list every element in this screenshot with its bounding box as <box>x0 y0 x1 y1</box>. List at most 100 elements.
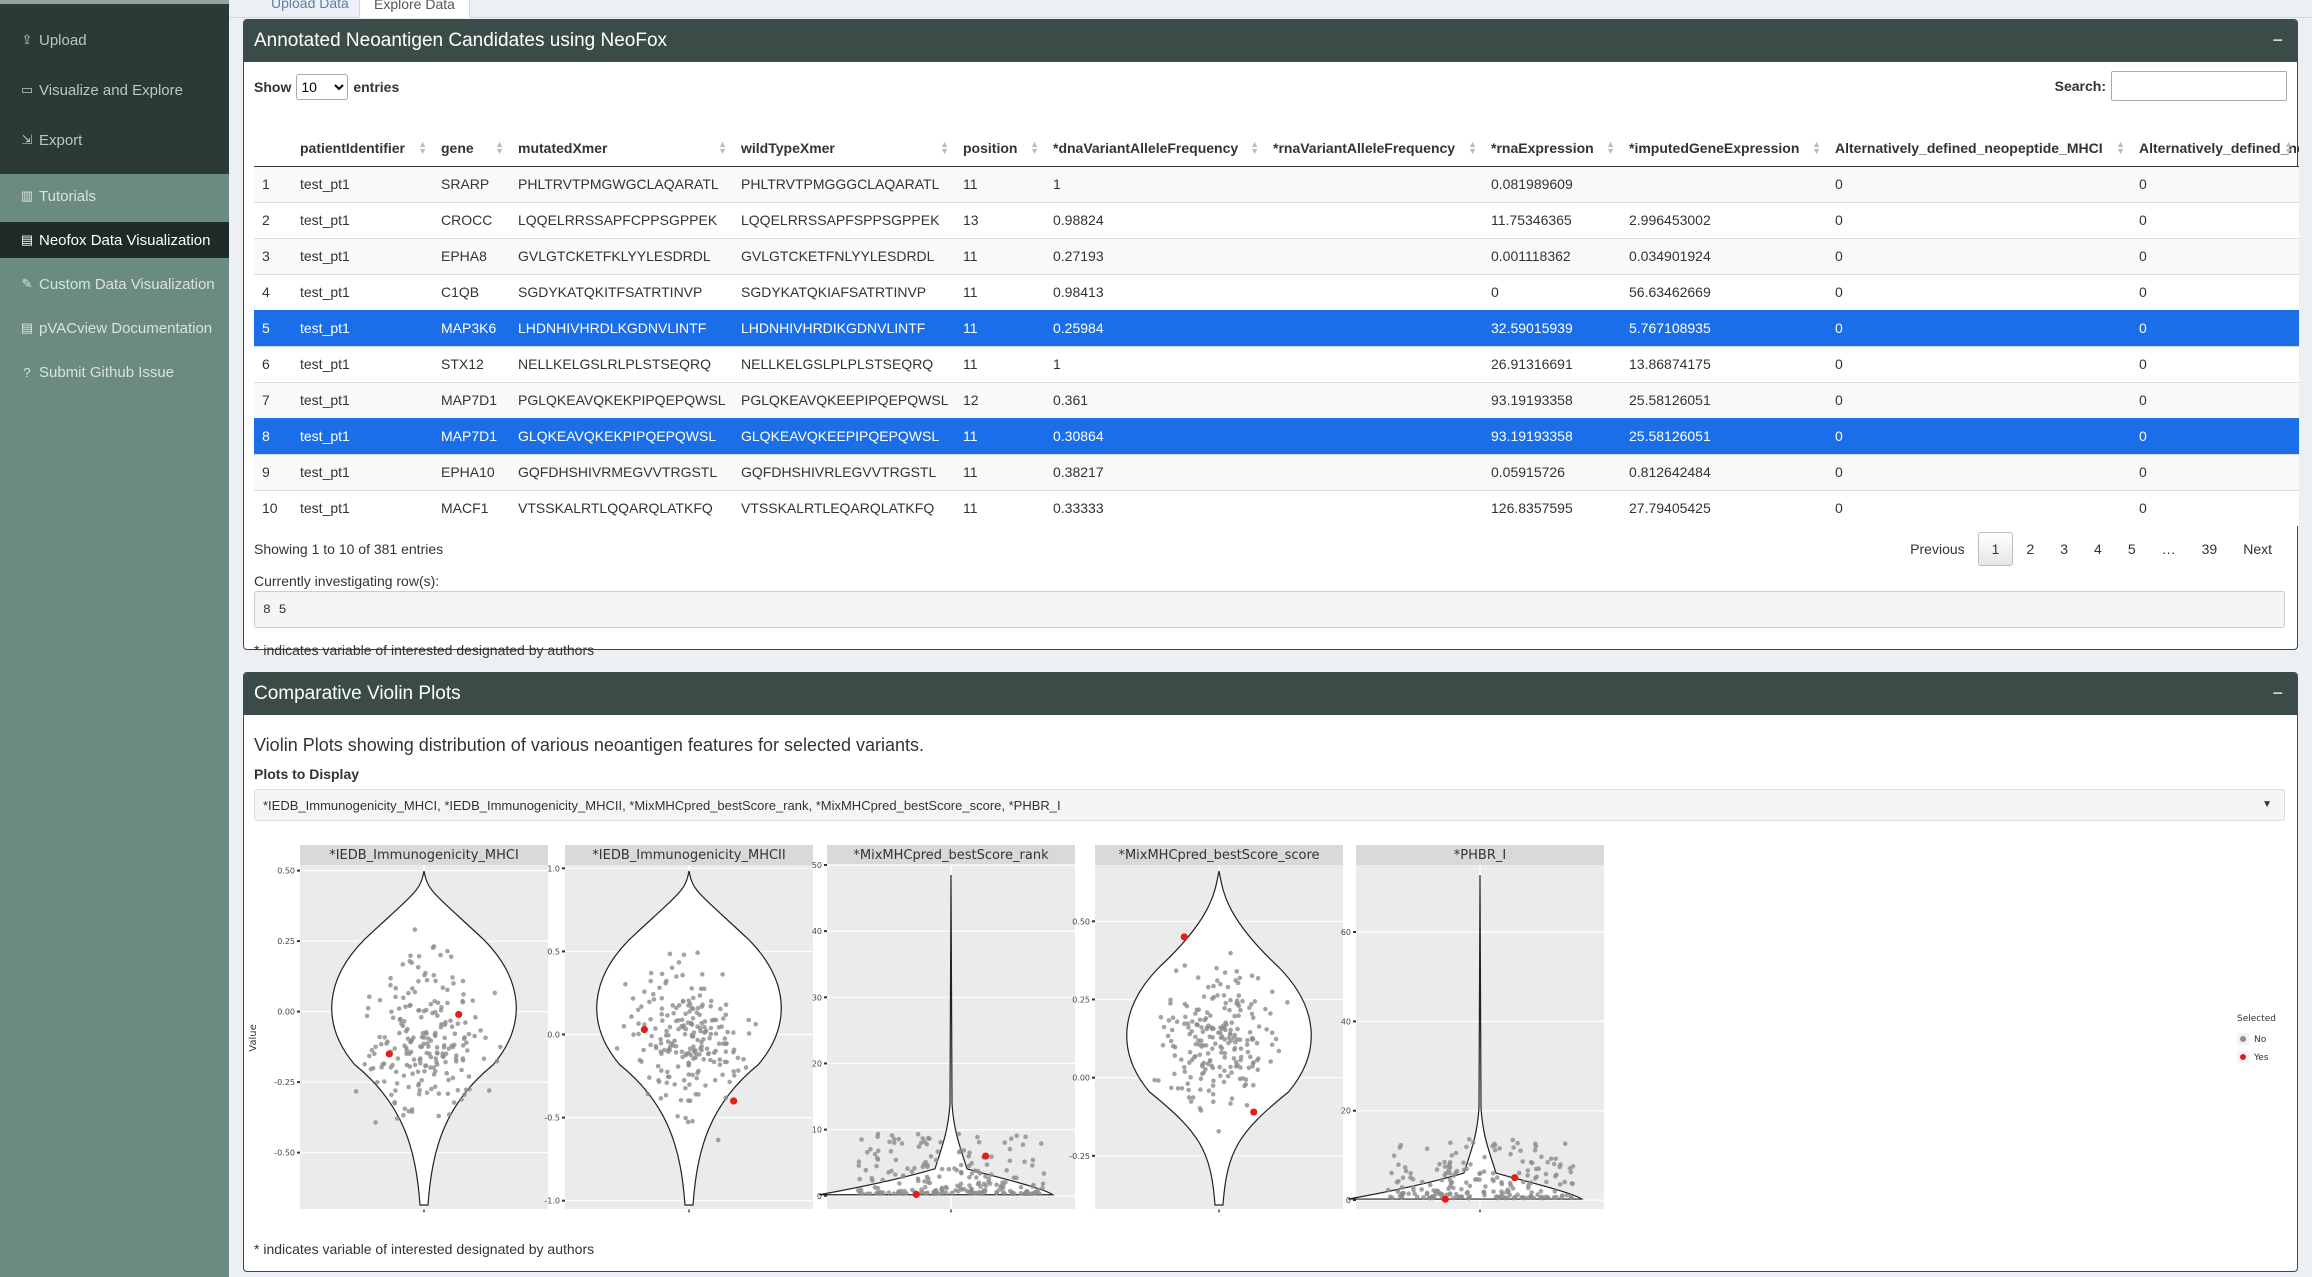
table-row[interactable]: 10 test_pt1 MACF1 VTSSKALRTLQQARQLATKFQ VTSS… <box>254 489 2299 526</box>
column-header[interactable]: patientIdentifier ▲ ▼ <box>292 130 433 167</box>
sidebar-item-tutorials[interactable]: ▥ Tutorials <box>0 178 229 214</box>
table-row[interactable]: 3 test_pt1 EPHA8 GVLGTCKETFKLYYLESDRDL GVLGT… <box>254 237 2299 274</box>
data-point <box>418 1060 423 1066</box>
page-button[interactable]: 2 <box>2026 541 2035 557</box>
collapse-icon[interactable]: − <box>2272 683 2283 703</box>
data-point <box>1227 1007 1232 1013</box>
column-header[interactable]: wildTypeXmer ▲ ▼ <box>733 130 955 167</box>
data-point <box>1478 1170 1483 1176</box>
data-point <box>443 1051 449 1057</box>
data-point <box>429 1086 434 1092</box>
data-point <box>731 1047 737 1053</box>
data-point <box>403 1004 408 1010</box>
data-point <box>1559 1193 1565 1198</box>
data-point <box>1525 1168 1531 1173</box>
data-point <box>959 1170 964 1176</box>
data-point <box>1536 1166 1541 1171</box>
page-button[interactable]: 39 <box>2201 541 2218 557</box>
data-point <box>388 1065 394 1070</box>
data-point <box>1169 1027 1175 1033</box>
table-row[interactable]: 8 test_pt1 MAP7D1 GLQKEAVQKEKPIPQEPQWSL GLQK… <box>254 417 2299 454</box>
data-point <box>938 1139 943 1145</box>
data-point <box>1211 1099 1216 1104</box>
data-point <box>735 1055 741 1061</box>
data-point <box>944 1185 949 1191</box>
sidebar-item-label: Visualize and Explore <box>39 81 183 99</box>
column-header[interactable]: *rnaExpression ▲ ▼ <box>1483 130 1621 167</box>
data-point <box>1269 1042 1275 1047</box>
data-point <box>1477 1177 1482 1182</box>
data-point <box>483 1035 488 1041</box>
data-point <box>1240 998 1245 1004</box>
data-point <box>664 1080 670 1086</box>
sidebar-item-export[interactable]: ⇲ Export <box>0 122 229 158</box>
data-point <box>868 1146 873 1152</box>
table-cell: 0.25984 <box>1045 309 1265 346</box>
column-header[interactable]: position ▲ ▼ <box>955 130 1045 167</box>
sidebar-item-upload[interactable]: ⇪ Upload <box>0 22 229 58</box>
sidebar-item-submit-github-issue[interactable]: ? Submit Github Issue <box>0 354 229 390</box>
page-button[interactable]: 1 <box>1977 532 2014 566</box>
column-header[interactable]: *dnaVariantAlleleFrequency ▲ ▼ <box>1045 130 1265 167</box>
tab-explore-data[interactable]: Explore Data <box>359 0 470 18</box>
column-header[interactable]: Alternatively_defined_ne ▲ ▼ <box>2131 130 2299 167</box>
data-point <box>473 1015 478 1020</box>
search-input[interactable] <box>2111 71 2287 101</box>
table-cell: 0.361 <box>1045 381 1265 418</box>
plots-to-display-select[interactable]: *IEDB_Immunogenicity_MHCI, *IEDB_Immunog… <box>254 789 2285 821</box>
data-point <box>1510 1137 1516 1143</box>
data-point <box>1216 1129 1221 1134</box>
column-header[interactable]: *imputedGeneExpression ▲ ▼ <box>1621 130 1827 167</box>
page-button[interactable]: 3 <box>2060 541 2069 557</box>
y-tick-label: 0 <box>817 1192 822 1201</box>
sidebar-item-neofox-data-visualization[interactable]: ▤ Neofox Data Visualization <box>0 222 229 258</box>
sidebar-item-visualize-and-explore[interactable]: ▭ Visualize and Explore <box>0 72 229 108</box>
data-point <box>969 1160 974 1166</box>
table-row[interactable]: 9 test_pt1 EPHA10 GQFDHSHIVRMEGVVTRGSTL GQFD… <box>254 453 2299 490</box>
column-header[interactable]: gene ▲ ▼ <box>433 130 510 167</box>
data-point <box>417 1088 422 1093</box>
data-point <box>1464 1180 1469 1185</box>
previous-page-button[interactable]: Previous <box>1910 541 1965 557</box>
column-header[interactable]: *rnaVariantAlleleFrequency ▲ ▼ <box>1265 130 1483 167</box>
table-info: Showing 1 to 10 of 381 entries <box>254 541 444 557</box>
data-point <box>974 1175 979 1180</box>
table-row[interactable]: 1 test_pt1 SRARP PHLTRVTPMGWGCLAQARATL PHLTR… <box>254 165 2299 202</box>
data-point <box>720 1072 725 1078</box>
column-header[interactable]: Alternatively_defined_neopeptide_MHCI ▲ ▼ <box>1827 130 2131 167</box>
data-point <box>1238 1065 1243 1070</box>
table-cell: test_pt1 <box>292 165 433 202</box>
sidebar-item-pvacview-documentation[interactable]: ▤ pVACview Documentation <box>0 310 229 346</box>
data-point <box>1385 1187 1391 1193</box>
data-point <box>716 1041 722 1046</box>
table-row[interactable]: 6 test_pt1 STX12 NELLKELGSLRLPLSTSEQRQ NELLK… <box>254 345 2299 382</box>
column-header[interactable]: mutatedXmer ▲ ▼ <box>510 130 733 167</box>
table-row[interactable]: 4 test_pt1 C1QB SGDYKATQKITFSATRTINVP SGDYKA… <box>254 273 2299 310</box>
column-header[interactable] <box>254 130 292 167</box>
data-point <box>1447 1170 1453 1176</box>
data-point <box>1207 1058 1213 1063</box>
data-point <box>1459 1187 1464 1192</box>
tab-upload-data[interactable]: Upload Data <box>271 0 349 11</box>
next-page-button[interactable]: Next <box>2243 541 2272 557</box>
table-cell: 0 <box>2131 165 2299 202</box>
page-button[interactable]: 5 <box>2127 541 2136 557</box>
data-point <box>1551 1161 1557 1167</box>
table-row[interactable]: 2 test_pt1 CROCC LQQELRRSSAPFCPPSGPPEK LQQEL… <box>254 201 2299 238</box>
sidebar-item-custom-data-visualization[interactable]: ✎ Custom Data Visualization <box>0 266 229 302</box>
data-point <box>713 1048 718 1054</box>
collapse-icon[interactable]: − <box>2272 30 2283 50</box>
data-point <box>687 1009 692 1014</box>
table-cell: GLQKEAVQKEKPIPQEPQWSL <box>510 417 733 454</box>
data-point <box>1398 1142 1404 1148</box>
page-button[interactable]: 4 <box>2094 541 2102 557</box>
data-point <box>422 972 427 978</box>
table-cell: 93.19193358 <box>1483 381 1621 418</box>
table-row[interactable]: 7 test_pt1 MAP7D1 PGLQKEAVQKEKPIPQEPQWSL PGL… <box>254 381 2299 418</box>
column-header-label: mutatedXmer <box>518 139 608 156</box>
table-row[interactable]: 5 test_pt1 MAP3K6 LHDNHIVHRDLKGDNVLINTF LHDN… <box>254 309 2299 346</box>
data-point <box>1225 984 1231 990</box>
table-cell: 3 <box>254 237 292 274</box>
entries-select[interactable]: 10 <box>296 74 349 100</box>
data-point <box>1535 1192 1540 1197</box>
